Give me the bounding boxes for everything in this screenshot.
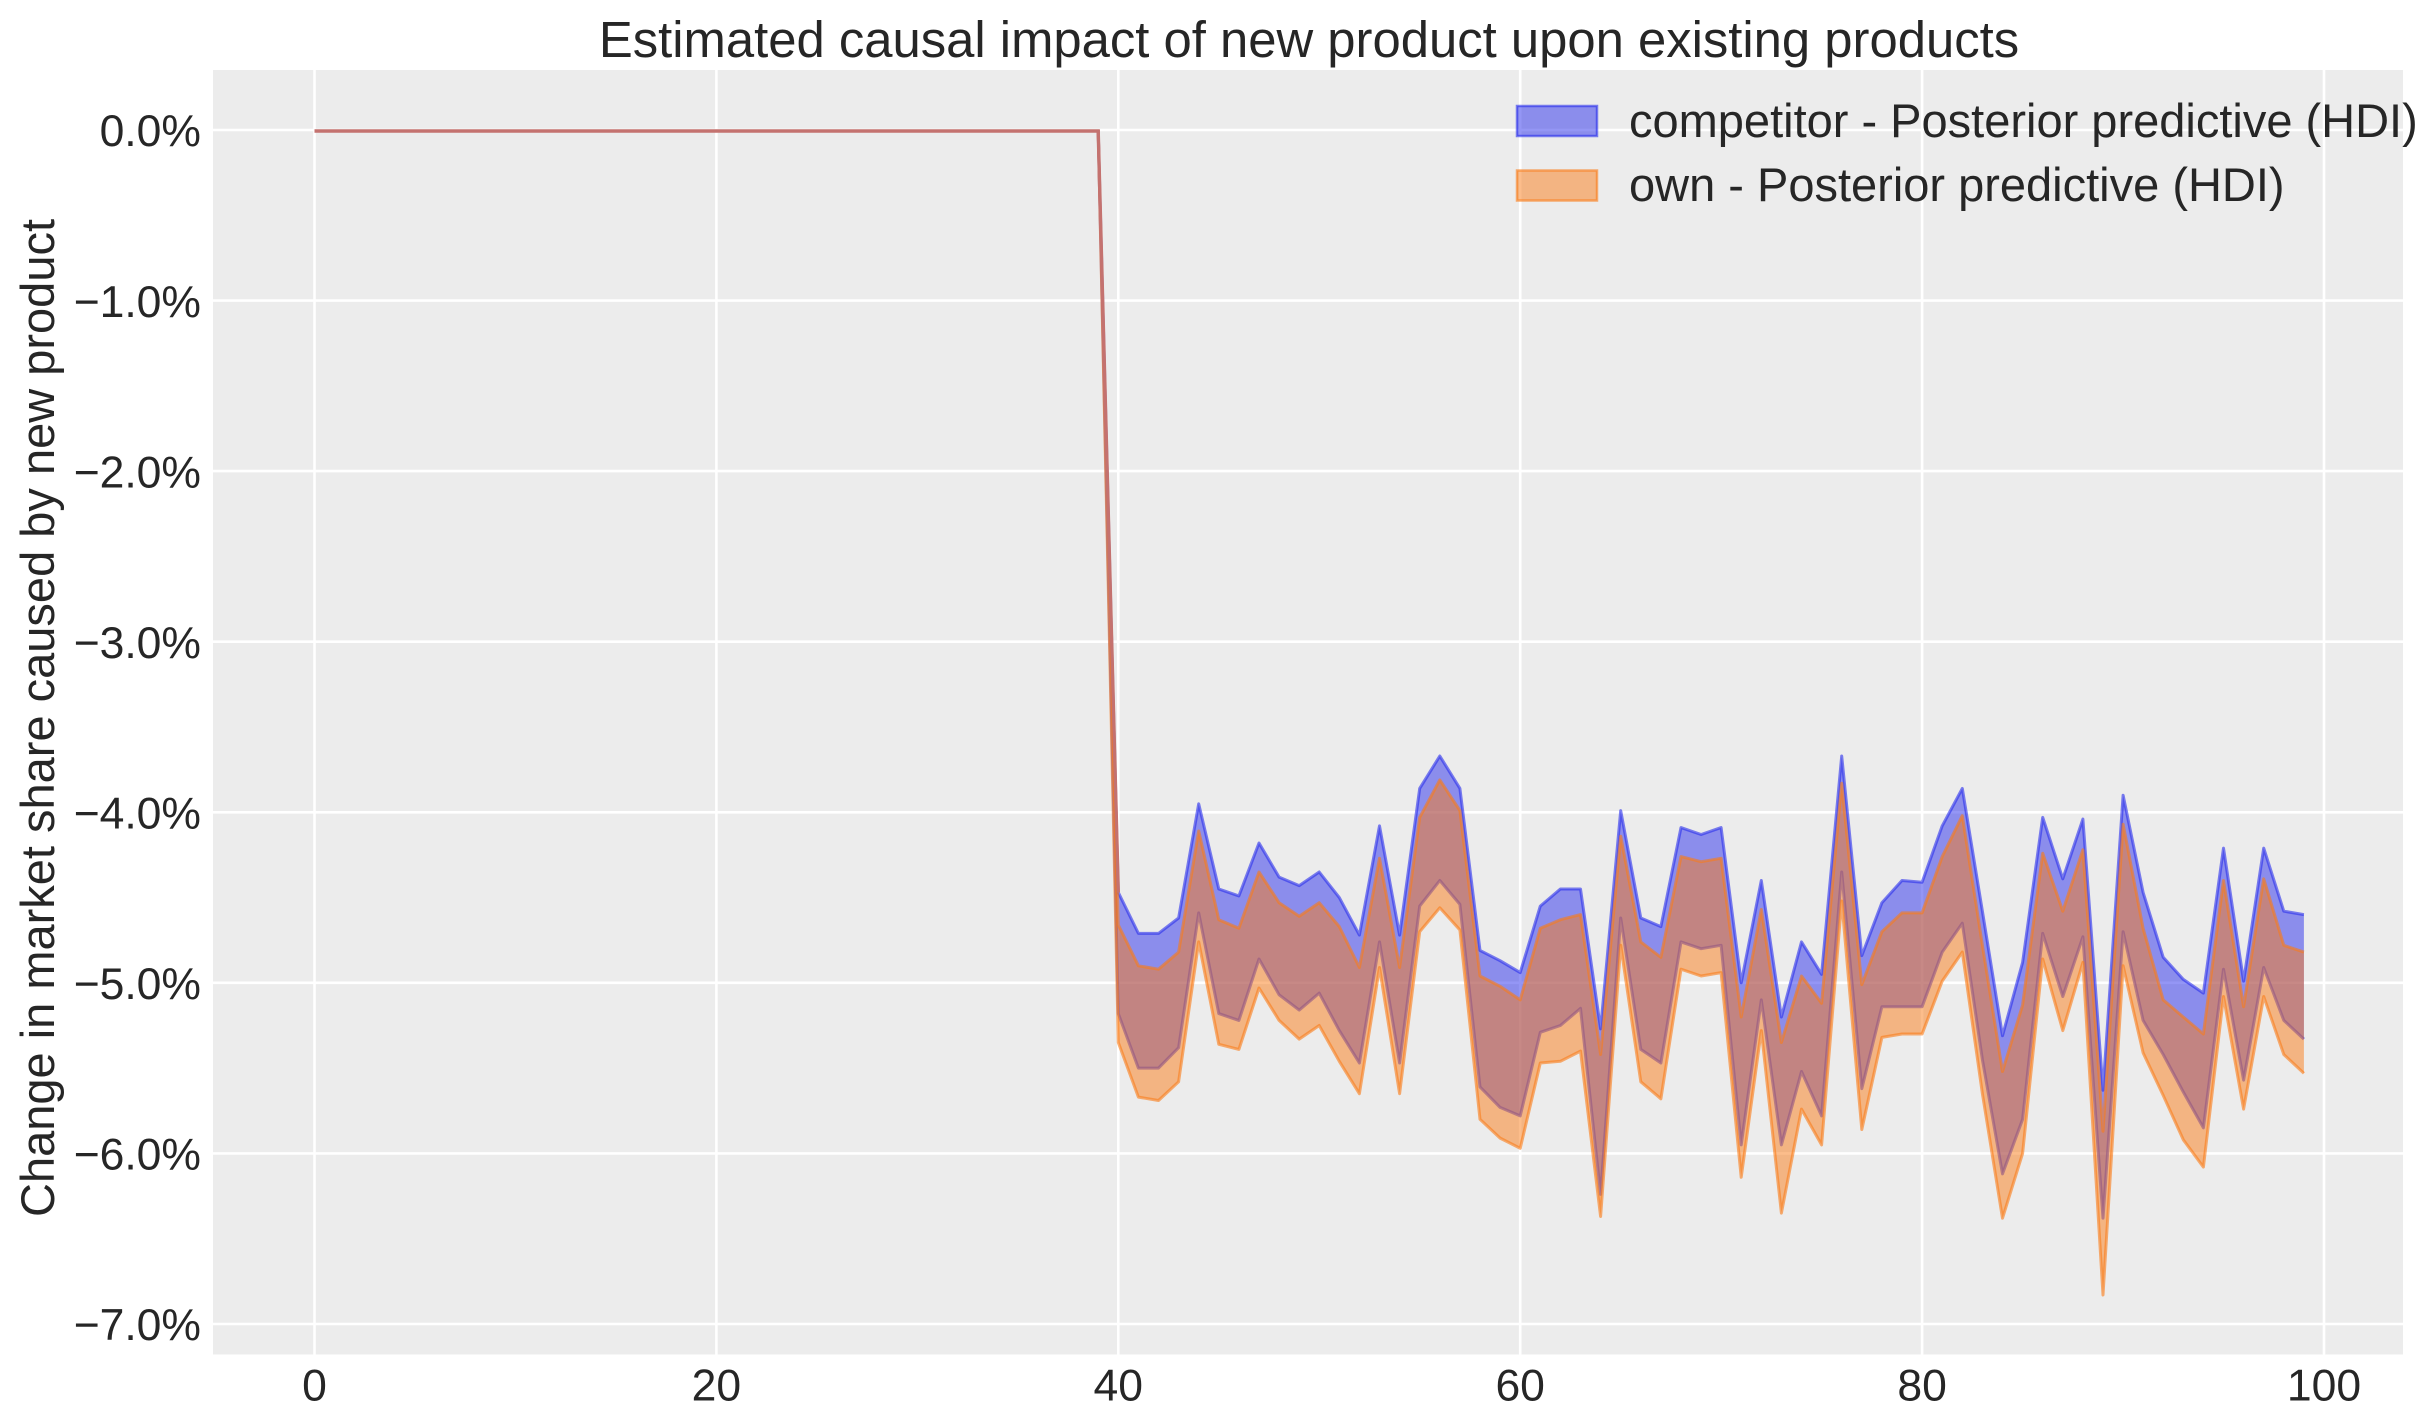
svg-text:−7.0%: −7.0%	[74, 1301, 201, 1350]
svg-text:0.0%: 0.0%	[100, 107, 201, 156]
svg-text:−6.0%: −6.0%	[74, 1131, 201, 1180]
svg-text:60: 60	[1495, 1362, 1545, 1411]
svg-text:Change in market share caused: Change in market share caused by new pro…	[11, 219, 64, 1217]
svg-text:0: 0	[302, 1362, 327, 1411]
svg-text:−5.0%: −5.0%	[74, 960, 201, 1009]
svg-text:20: 20	[692, 1362, 742, 1411]
svg-text:−3.0%: −3.0%	[74, 619, 201, 668]
svg-text:−4.0%: −4.0%	[74, 790, 201, 839]
svg-text:−2.0%: −2.0%	[74, 448, 201, 497]
svg-text:100: 100	[2287, 1362, 2361, 1411]
svg-text:80: 80	[1897, 1362, 1947, 1411]
svg-text:Estimated causal impact of new: Estimated causal impact of new product u…	[599, 11, 2019, 68]
svg-text:−1.0%: −1.0%	[74, 278, 201, 327]
svg-text:own - Posterior predictive (HD: own - Posterior predictive (HDI)	[1629, 158, 2285, 211]
svg-text:40: 40	[1094, 1362, 1144, 1411]
svg-text:competitor - Posterior predict: competitor - Posterior predictive (HDI)	[1629, 94, 2418, 147]
